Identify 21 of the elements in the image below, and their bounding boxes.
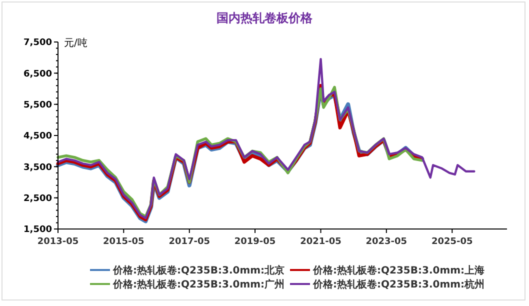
x-tick-label: 2025-05 <box>431 237 473 247</box>
y-tick-label: 5,500 <box>24 100 52 110</box>
x-tick-label: 2013-05 <box>37 237 79 247</box>
y-tick-label: 2,500 <box>24 194 52 204</box>
x-tick-label: 2015-05 <box>102 237 144 247</box>
legend-label: 价格:热轧板卷:Q235B:3.0mm:杭州 <box>312 278 485 290</box>
x-tick-label: 2019-05 <box>234 237 276 247</box>
y-tick-label: 4,500 <box>24 132 52 142</box>
legend-label: 价格:热轧板卷:Q235B:3.0mm:广州 <box>112 278 285 290</box>
y-tick-label: 7,500 <box>24 38 52 48</box>
y-axis-title: 元/吨 <box>64 37 88 49</box>
x-tick-label: 2023-05 <box>366 237 408 247</box>
chart-title: 国内热轧卷板价格 <box>216 11 314 25</box>
legend-label: 价格:热轧板卷:Q235B:3.0mm:上海 <box>312 264 485 276</box>
y-tick-label: 6,500 <box>24 69 52 80</box>
line-series <box>56 58 476 220</box>
legend-label: 价格:热轧板卷:Q235B:3.0mm:北京 <box>112 264 285 276</box>
x-tick-label: 2017-05 <box>168 237 210 247</box>
y-tick-label: 1,500 <box>24 225 52 236</box>
x-tick-label: 2021-05 <box>300 237 342 247</box>
y-tick-label: 3,500 <box>24 162 52 173</box>
